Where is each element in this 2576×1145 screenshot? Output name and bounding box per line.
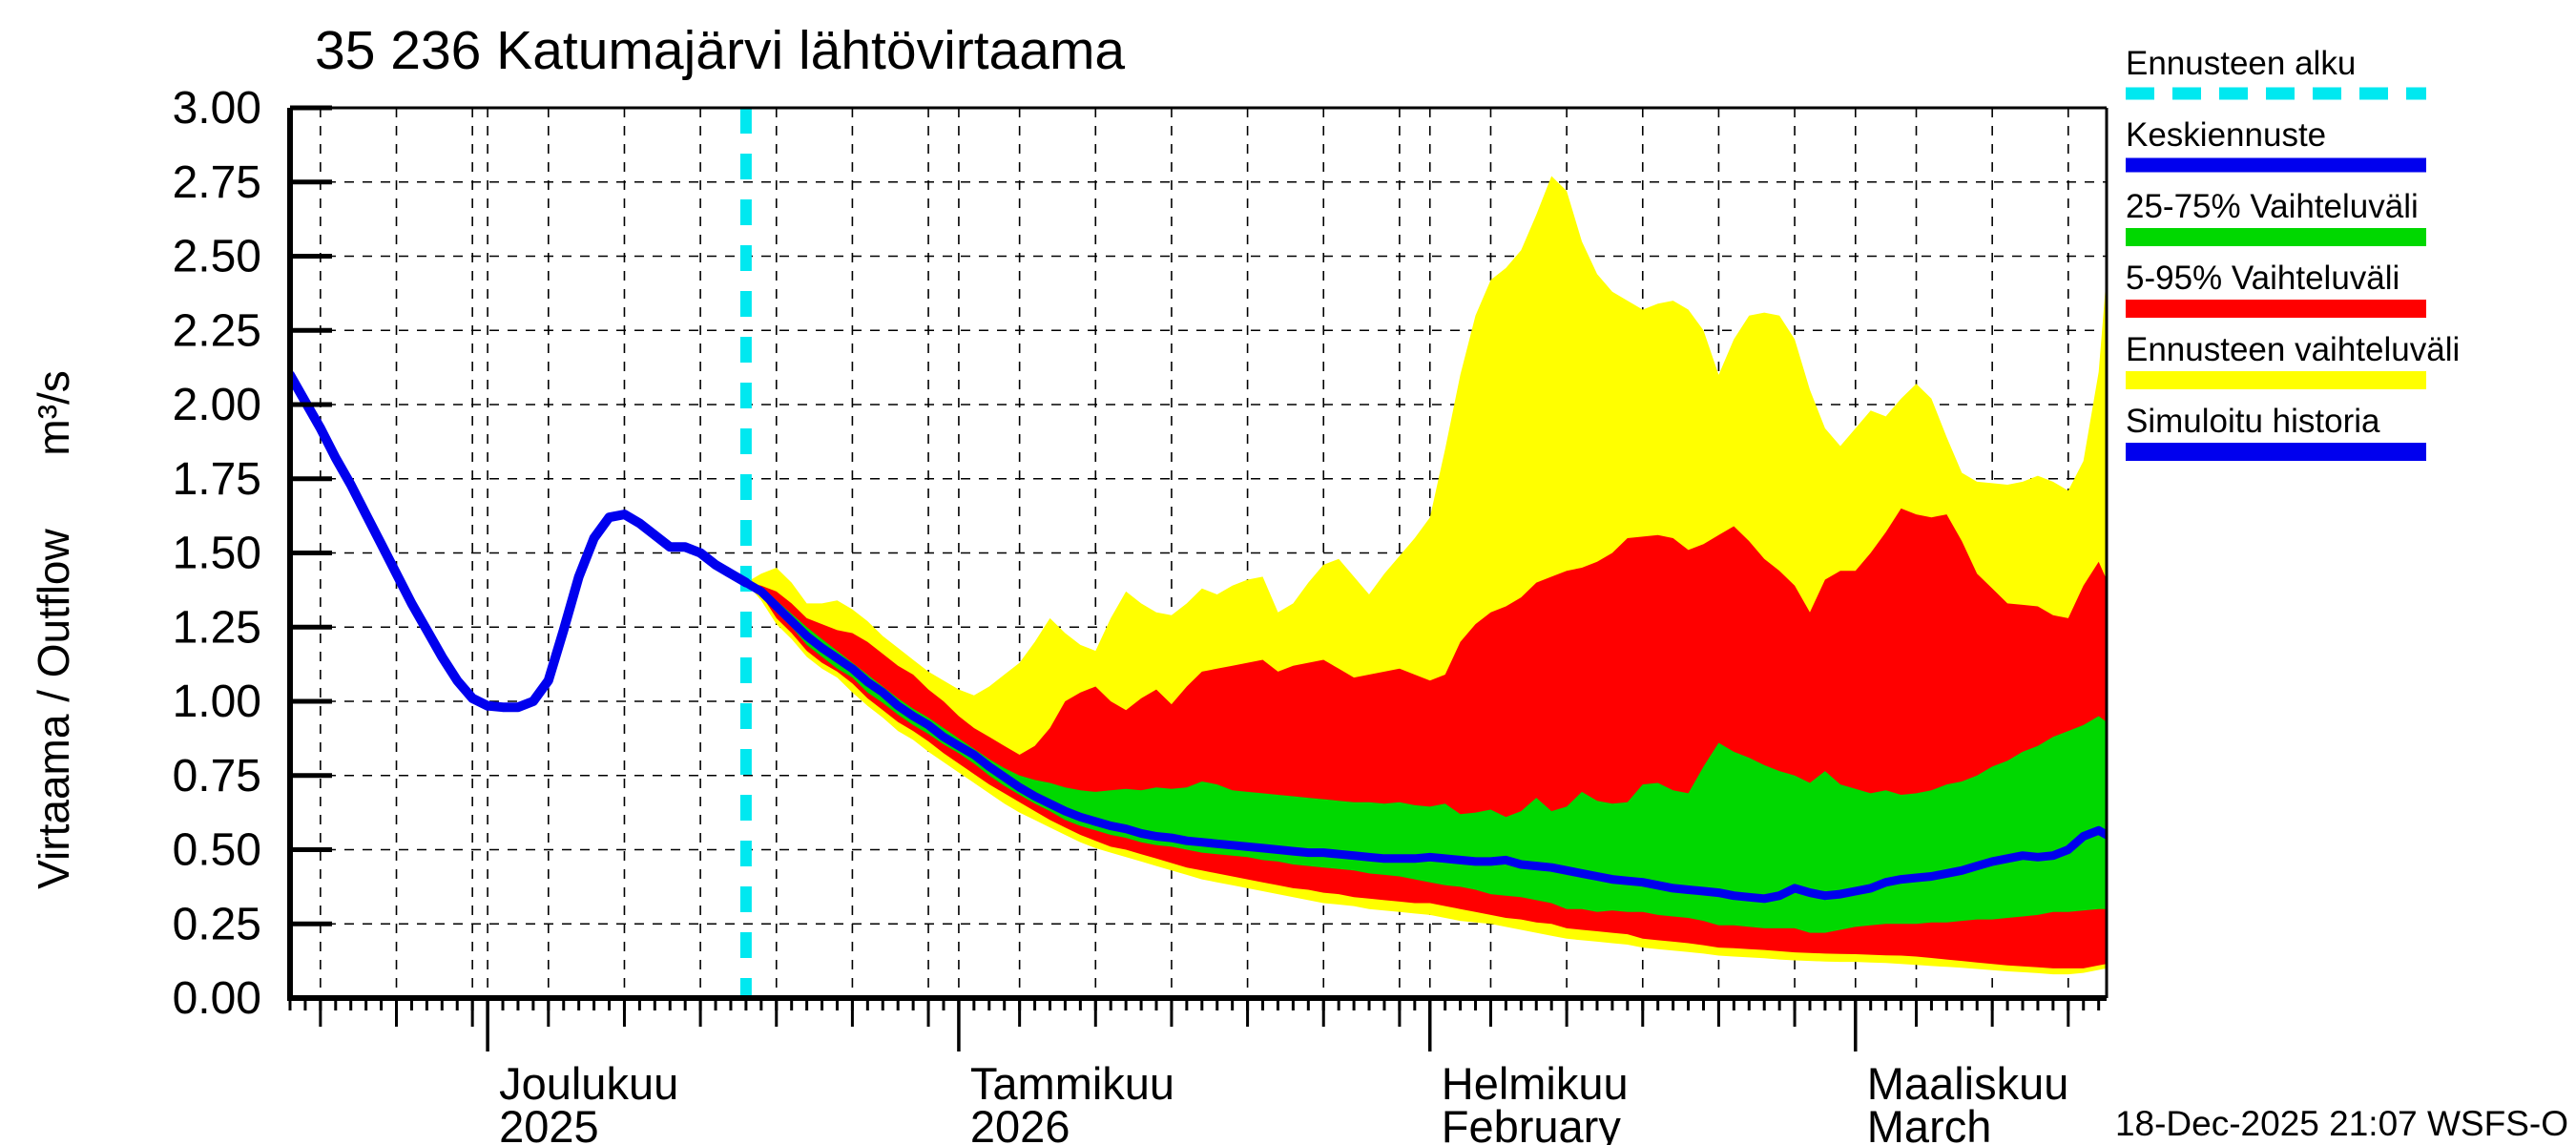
- y-axis: 0.00 0.25 0.50 0.75 1.00 1.25 1.50 1.75 2.00 2.25…: [29, 83, 332, 1024]
- y-tick-label: 1.75: [173, 454, 261, 505]
- month-sublabel: 2026: [970, 1101, 1070, 1145]
- y-axis-title: Virtaama / Outflow m³/s: [29, 370, 78, 889]
- legend-label: 5-95% Vaihteluväli: [2126, 260, 2399, 297]
- month-label: Joulukuu: [499, 1058, 678, 1109]
- month-sublabel: March: [1867, 1101, 1992, 1145]
- chart-title: 35 236 Katumajärvi lähtövirtaama: [315, 20, 1125, 81]
- legend-label: Keskiennuste: [2126, 116, 2326, 154]
- y-tick-label: 1.00: [173, 677, 261, 727]
- y-tick-label: 2.00: [173, 380, 261, 430]
- y-tick-label: 1.25: [173, 602, 261, 653]
- month-label: Helmikuu: [1442, 1058, 1629, 1109]
- median-line: [741, 578, 2107, 904]
- month-label: Maaliskuu: [1867, 1058, 2069, 1109]
- month-sublabel: 2025: [499, 1101, 599, 1145]
- legend-sample-bar: [2126, 300, 2426, 318]
- timestamp: 18-Dec-2025 21:07 WSFS-O: [2115, 1104, 2568, 1143]
- legend-label: Ennusteen vaihteluväli: [2126, 331, 2460, 368]
- legend-label: 25-75% Vaihteluväli: [2126, 188, 2419, 225]
- y-tick-label: 0.25: [173, 899, 261, 949]
- y-tick-label: 3.00: [173, 83, 261, 134]
- y-tick-label: 0.00: [173, 973, 261, 1024]
- y-tick-label: 2.50: [173, 232, 261, 282]
- legend-sample-bar: [2126, 228, 2426, 246]
- history-line: [290, 369, 751, 713]
- y-tick-label: 2.75: [173, 157, 261, 208]
- green-band: [745, 582, 2107, 933]
- y-tick-label: 1.50: [173, 529, 261, 579]
- month-sublabel: February: [1442, 1101, 1622, 1145]
- legend: Ennusteen alku Keskiennuste 25-75% Vaihtel…: [2126, 45, 2460, 461]
- y-tick-label: 2.25: [173, 305, 261, 356]
- legend-label: Ennusteen alku: [2126, 45, 2356, 82]
- month-label: Tammikuu: [970, 1058, 1174, 1109]
- legend-sample-bar: [2126, 371, 2426, 389]
- legend-sample-bar: [2126, 443, 2426, 461]
- y-tick-label: 0.50: [173, 825, 261, 876]
- legend-label: Simuloitu historia: [2126, 403, 2380, 440]
- y-tick-label: 0.75: [173, 751, 261, 802]
